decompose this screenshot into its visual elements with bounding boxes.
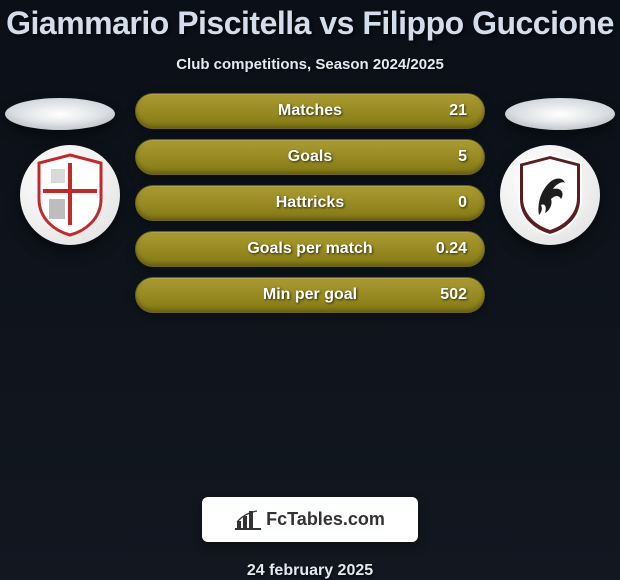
stat-bar-goals: Goals 5	[135, 139, 485, 175]
logo-text: FcTables.com	[266, 509, 385, 530]
club-crest-left	[20, 145, 120, 245]
bar-chart-icon	[235, 509, 261, 531]
subtitle: Club competitions, Season 2024/2025	[176, 56, 444, 73]
stat-label: Min per goal	[136, 286, 484, 304]
date: 24 february 2025	[247, 562, 373, 580]
player-pad-left	[5, 98, 115, 130]
stat-label: Goals	[136, 148, 484, 166]
stat-label: Matches	[136, 102, 484, 120]
stat-label: Goals per match	[136, 240, 484, 258]
page-title: Giammario Piscitella vs Filippo Guccione	[6, 5, 614, 42]
shield-icon	[35, 153, 105, 237]
stat-bar-gpm: Goals per match 0.24	[135, 231, 485, 267]
source-logo: FcTables.com	[202, 497, 418, 542]
comparison-card: Giammario Piscitella vs Filippo Guccione…	[0, 0, 620, 580]
stat-bar-mpg: Min per goal 502	[135, 277, 485, 313]
stat-bar-matches: Matches 21	[135, 93, 485, 129]
stat-value: 5	[458, 148, 467, 166]
player-pad-right	[505, 98, 615, 130]
stat-value: 0.24	[436, 240, 467, 258]
stat-value: 21	[449, 102, 467, 120]
stat-value: 502	[440, 286, 467, 304]
stat-label: Hattricks	[136, 194, 484, 212]
arena: Matches 21 Goals 5 Hattricks 0 Goals per…	[0, 93, 620, 477]
stat-value: 0	[458, 194, 467, 212]
club-crest-right	[500, 145, 600, 245]
stat-bar-hattricks: Hattricks 0	[135, 185, 485, 221]
shield-icon	[515, 153, 585, 237]
stat-bars: Matches 21 Goals 5 Hattricks 0 Goals per…	[135, 93, 485, 313]
